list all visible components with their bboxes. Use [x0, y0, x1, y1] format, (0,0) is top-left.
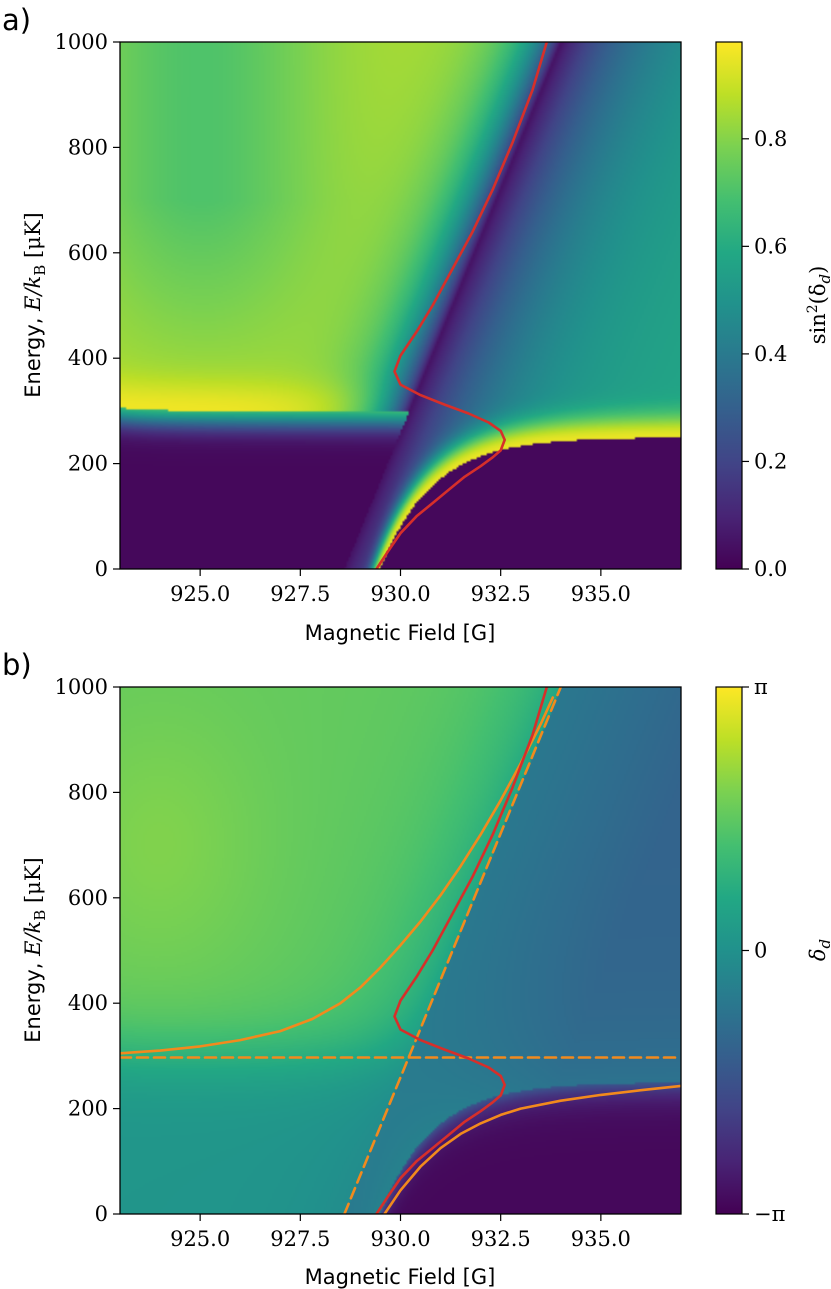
panel-b: b) 925.0 927.5 930.0 932.5 935.0 0 200 400 600 8…: [2, 648, 831, 1289]
colorbar-tick-label: 0.6: [754, 234, 787, 258]
panel-a-colorbar-label: sin2(δd): [805, 266, 831, 345]
orange-upper-branch-line: [120, 696, 555, 1055]
colorbar-tick-label: π: [754, 675, 768, 699]
panel-a-colorbar-frame: [715, 41, 743, 570]
x-tick-label: 935.0: [571, 582, 631, 606]
panel-b-colorbar: [716, 687, 742, 1214]
x-tick-label: 935.0: [571, 1227, 631, 1251]
y-tick-label: 0: [95, 557, 108, 581]
y-tick-label: 1000: [55, 675, 108, 699]
x-tick-label: 932.5: [471, 1227, 531, 1251]
colorbar-tick-label: 0.4: [754, 342, 787, 366]
panel-a-x-ticks: 925.0 927.5 930.0 932.5 935.0: [170, 569, 631, 606]
panel-a-colorbar-ticks: 0.0 0.2 0.4 0.6 0.8: [742, 127, 787, 581]
panel-b-label: b): [2, 648, 32, 682]
colorbar-tick-label: 0: [754, 939, 767, 963]
y-tick-label: 200: [68, 452, 108, 476]
y-tick-label: 1000: [55, 30, 108, 54]
panel-a-y-axis-label: Energy, E/kB [μK]: [21, 212, 49, 397]
panel-b-y-ticks: 0 200 400 600 800 1000: [55, 675, 120, 1226]
red-curve-line: [375, 42, 549, 569]
panel-b-colorbar-label: δd: [806, 939, 831, 961]
y-tick-label: 200: [68, 1097, 108, 1121]
panel-a-x-axis-label: Magnetic Field [G]: [305, 621, 496, 645]
panel-a-label: a): [2, 3, 31, 37]
panel-b-y-axis-label: Energy, E/kB [μK]: [21, 857, 49, 1042]
panel-b-heatmap: [120, 687, 681, 1214]
x-tick-label: 932.5: [471, 582, 531, 606]
colorbar-tick-label: 0.2: [754, 449, 787, 473]
panel-a-y-ticks: 0 200 400 600 800 1000: [55, 30, 120, 581]
panel-b-x-ticks: 925.0 927.5 930.0 932.5 935.0: [170, 1214, 631, 1251]
panel-b-colorbar-ticks: −π 0 π: [742, 675, 786, 1226]
y-tick-label: 800: [68, 780, 108, 804]
panel-a-heatmap: [120, 42, 681, 569]
x-tick-label: 930.0: [370, 582, 430, 606]
panel-b-curves: [120, 687, 681, 1214]
y-tick-label: 600: [68, 886, 108, 910]
y-tick-label: 600: [68, 241, 108, 265]
y-tick-label: 800: [68, 135, 108, 159]
colorbar-tick-label: 0.0: [754, 557, 787, 581]
y-tick-label: 400: [68, 991, 108, 1015]
y-tick-label: 0: [95, 1202, 108, 1226]
panel-b-x-axis-label: Magnetic Field [G]: [305, 1265, 496, 1289]
x-tick-label: 927.5: [270, 1227, 330, 1251]
panel-a-colorbar: [716, 42, 742, 569]
colorbar-tick-label: 0.8: [754, 127, 787, 151]
x-tick-label: 927.5: [270, 582, 330, 606]
red-curve-line: [375, 687, 549, 1214]
orange-dashed-diagonal-line: [343, 687, 563, 1214]
colorbar-tick-label: −π: [754, 1202, 786, 1226]
y-tick-label: 400: [68, 346, 108, 370]
orange-lower-branch-line: [383, 1084, 681, 1214]
panel-a: a) 925.0 927.5 930.0 932.5 935.0 0 200 400 600 8…: [2, 3, 831, 645]
panel-a-curves: [375, 42, 549, 569]
x-tick-label: 925.0: [170, 1227, 230, 1251]
x-tick-label: 925.0: [170, 582, 230, 606]
x-tick-label: 930.0: [370, 1227, 430, 1251]
